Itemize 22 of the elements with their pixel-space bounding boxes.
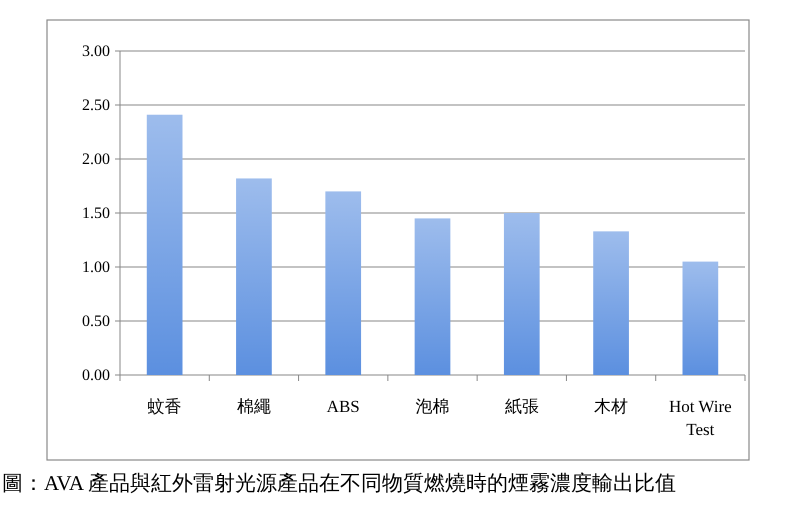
bar [682, 262, 718, 375]
x-tick-label: 木材 [594, 397, 628, 416]
y-tick-label: 3.00 [82, 43, 110, 60]
bar [593, 231, 629, 375]
y-tick-label: 1.50 [82, 205, 110, 222]
bar [325, 191, 362, 375]
text: 圖：AVA 產品與紅外雷射光源產品在不同物質燃燒時的煙霧濃度輸出比值 [2, 471, 676, 495]
x-tick-label: ABS [326, 397, 360, 416]
bar [236, 178, 272, 375]
x-tick-label: 紙張 [504, 397, 539, 416]
bar [504, 213, 540, 375]
x-tick-label: 泡棉 [416, 397, 450, 416]
y-tick-label: 1.00 [82, 259, 110, 276]
y-tick-label: 0.50 [82, 313, 110, 330]
x-tick-label: 蚊香 [148, 397, 182, 416]
bar [146, 114, 182, 375]
y-tick-label: 2.50 [82, 97, 110, 114]
x-tick-label: 棉繩 [236, 397, 271, 416]
y-tick-label: 0.00 [82, 367, 110, 384]
y-tick-label: 2.00 [82, 151, 110, 168]
x-tick-label: Hot Wire Test [668, 397, 732, 439]
bar [414, 218, 450, 375]
